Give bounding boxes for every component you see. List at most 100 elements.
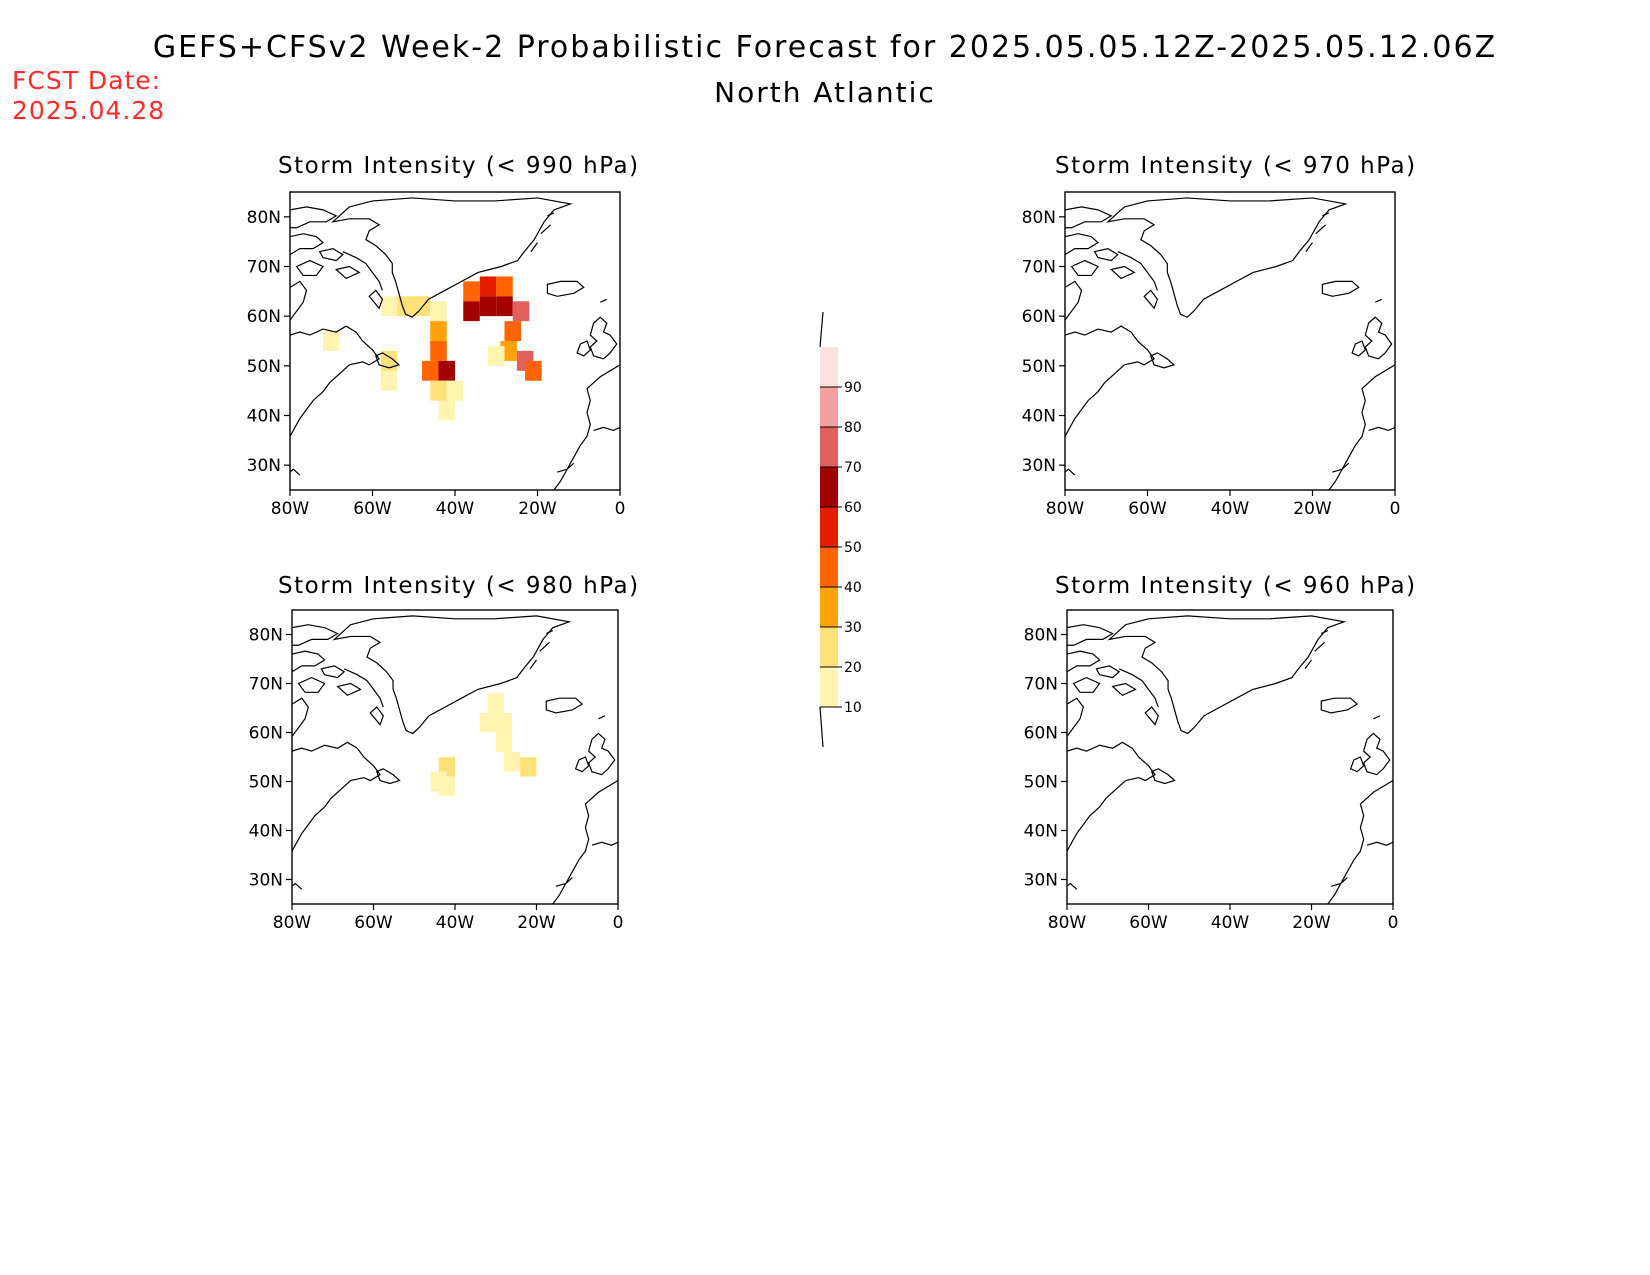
probability-cell [479, 712, 496, 733]
lat-tick-label: 40N [247, 407, 281, 427]
lat-tick-label: 80N [1022, 208, 1056, 228]
probability-cell [430, 301, 447, 322]
colorbar-label: 90 [844, 380, 862, 396]
probability-cell [512, 301, 530, 322]
probability-cell [495, 712, 513, 733]
panel-title-990: Storm Intensity (< 990 hPa) [278, 153, 640, 179]
lon-tick-label: 20W [1293, 499, 1332, 519]
panel-title-980: Storm Intensity (< 980 hPa) [278, 573, 640, 599]
coastline [1065, 613, 1395, 906]
lat-tick-label: 80N [1024, 626, 1058, 646]
lon-tick-label: 80W [1046, 499, 1085, 519]
lat-tick-label: 70N [1024, 675, 1058, 695]
lon-tick-label: 0 [613, 913, 624, 933]
region-subtitle: North Atlantic [714, 76, 936, 109]
lon-tick-label: 80W [1048, 913, 1087, 933]
probability-cell [446, 380, 464, 401]
probability-cell [504, 321, 521, 341]
lon-tick-label: 80W [271, 499, 310, 519]
probability-cell [380, 350, 398, 371]
lon-tick-label: 20W [518, 499, 557, 519]
probability-cell [463, 281, 480, 302]
lat-tick-label: 60N [1022, 307, 1056, 327]
colorbar-swatch [820, 587, 838, 627]
colorbar: 90 80 70 60 50 40 30 20 10 [819, 311, 862, 748]
colorbar-arrow-top [819, 311, 824, 348]
colorbar-swatch [820, 507, 838, 547]
lat-tick-label: 80N [247, 208, 281, 228]
colorbar-swatch [820, 627, 838, 667]
coastline [1063, 195, 1397, 492]
probability-cell [463, 301, 480, 322]
colorbar-swatch [820, 667, 838, 707]
probability-cell [380, 370, 398, 391]
colorbar-label: 40 [844, 580, 862, 596]
forecast-date-value: 2025.04.28 [12, 96, 166, 125]
probability-cell [438, 400, 455, 421]
lon-tick-label: 0 [1390, 499, 1401, 519]
lat-tick-label: 50N [249, 773, 283, 793]
probability-cell [496, 296, 513, 317]
lon-tick-label: 0 [1388, 913, 1399, 933]
lon-tick-label: 40W [1211, 499, 1250, 519]
probability-cell [479, 276, 497, 297]
lat-tick-label: 40N [1022, 407, 1056, 427]
map-frame [1064, 191, 1396, 491]
lat-tick-label: 50N [1024, 773, 1058, 793]
map-panel-990: 80N 70N 60N 50N 40N 30N 80W 60W 40W 20W 0 [247, 191, 626, 519]
colorbar-label: 70 [844, 460, 862, 476]
lon-tick-label: 60W [1128, 499, 1167, 519]
lon-tick-label: 40W [436, 499, 475, 519]
map-panel-980: 80N 70N 60N 50N 40N 30N 80W 60W 40W 20W 0 [249, 609, 624, 933]
map-panel-970: 80N 70N 60N 50N 40N 30N 80W 60W 40W 20W 0 [1022, 191, 1401, 519]
lon-tick-label: 60W [353, 499, 392, 519]
lat-tick-label: 70N [1022, 258, 1056, 278]
probability-cell [487, 693, 504, 713]
map-frame [1066, 609, 1394, 905]
lat-tick-label: 50N [1022, 357, 1056, 377]
lon-tick-label: 20W [517, 913, 556, 933]
panel-title-970: Storm Intensity (< 970 hPa) [1055, 153, 1417, 179]
probability-cell [520, 757, 537, 777]
lat-tick-label: 30N [1024, 871, 1058, 891]
probability-cell [430, 341, 447, 361]
colorbar-label: 30 [844, 620, 862, 636]
lon-tick-label: 40W [436, 913, 475, 933]
lon-tick-label: 0 [615, 499, 626, 519]
lat-tick-label: 40N [1024, 822, 1058, 842]
lat-tick-label: 60N [249, 724, 283, 744]
probability-cell [438, 757, 455, 777]
lon-tick-label: 80W [273, 913, 312, 933]
colorbar-swatch [820, 347, 838, 387]
lat-tick-label: 50N [247, 357, 281, 377]
lon-tick-label: 60W [354, 913, 393, 933]
lat-tick-label: 30N [249, 871, 283, 891]
forecast-date-label: FCST Date: [12, 66, 162, 95]
colorbar-label: 10 [844, 700, 862, 716]
probability-cell [422, 360, 439, 381]
lat-tick-label: 30N [247, 456, 281, 476]
colorbar-label: 20 [844, 660, 862, 676]
probability-cell [438, 360, 455, 381]
panel-title-960: Storm Intensity (< 960 hPa) [1055, 573, 1417, 599]
probability-cell [430, 771, 447, 792]
probability-cell [496, 276, 513, 297]
lat-tick-label: 70N [247, 258, 281, 278]
probability-cell [479, 296, 497, 317]
lon-tick-label: 20W [1292, 913, 1331, 933]
lat-tick-label: 70N [249, 675, 283, 695]
map-panel-960: 80N 70N 60N 50N 40N 30N 80W 60W 40W 20W 0 [1024, 609, 1399, 933]
probability-cell [495, 732, 513, 753]
colorbar-swatch [820, 467, 838, 507]
colorbar-label: 80 [844, 420, 862, 436]
probability-cell [525, 360, 542, 381]
lon-tick-label: 60W [1129, 913, 1168, 933]
lat-tick-label: 30N [1022, 456, 1056, 476]
probability-cell [430, 380, 447, 401]
lat-tick-label: 40N [249, 822, 283, 842]
colorbar-label: 60 [844, 500, 862, 516]
probability-cell [503, 752, 521, 772]
probability-cell [488, 345, 505, 366]
colorbar-label: 50 [844, 540, 862, 556]
